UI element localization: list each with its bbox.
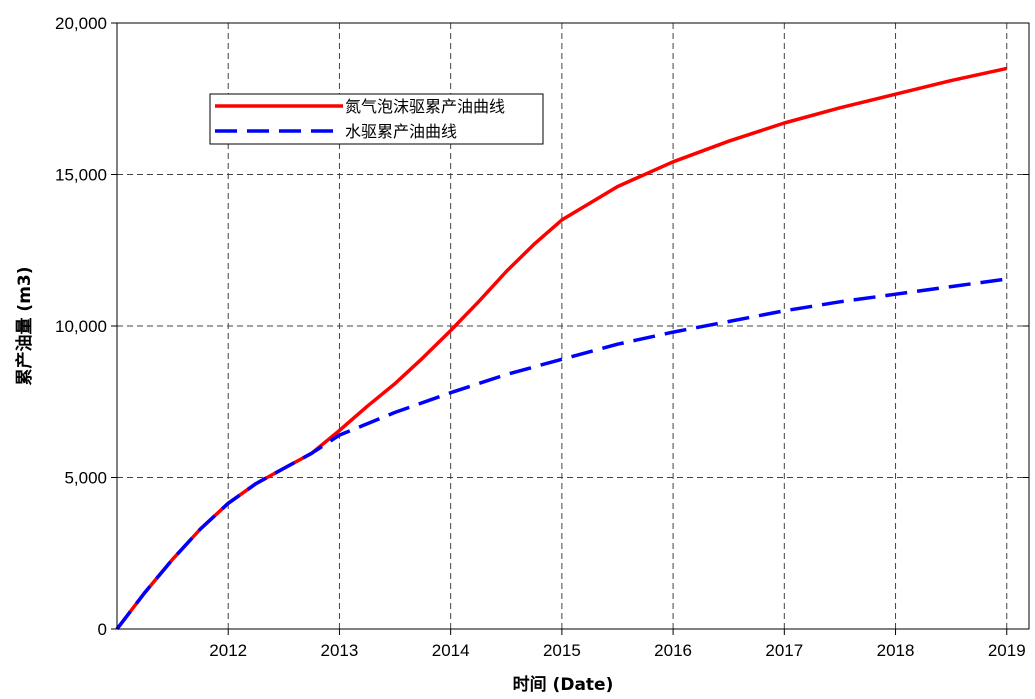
x-tick-label: 2019 — [988, 641, 1026, 660]
x-tick-label: 2012 — [209, 641, 247, 660]
legend-label-water-flood: 水驱累产油曲线 — [345, 122, 457, 141]
y-tick-labels: 0 5,000 10,000 15,000 20,000 — [55, 14, 107, 639]
axis-ticks — [111, 22, 1029, 635]
y-tick-label: 20,000 — [55, 14, 107, 33]
x-tick-label: 2016 — [654, 641, 692, 660]
x-tick-label: 2014 — [432, 641, 470, 660]
legend-box — [209, 93, 544, 145]
y-tick-label: 15,000 — [55, 166, 107, 185]
x-tick-label: 2015 — [543, 641, 581, 660]
legend: 氮气泡沫驱累产油曲线 水驱累产油曲线 — [209, 93, 544, 145]
y-tick-label: 10,000 — [55, 317, 107, 336]
x-tick-label: 2017 — [765, 641, 803, 660]
series-line-water-flood — [115, 277, 1008, 631]
legend-label-nitrogen-foam: 氮气泡沫驱累产油曲线 — [345, 97, 505, 116]
y-tick-label: 0 — [98, 620, 107, 639]
x-tick-label: 2018 — [877, 641, 915, 660]
x-tick-labels: 2012 2013 2014 2015 2016 2017 2018 2019 — [209, 641, 1025, 660]
x-axis-title: 时间 (Date) — [513, 674, 614, 695]
y-axis-title: 累产油量 (m3) — [14, 267, 35, 386]
x-tick-label: 2013 — [321, 641, 359, 660]
y-tick-label: 5,000 — [64, 469, 107, 488]
series-layer — [115, 66, 1008, 631]
